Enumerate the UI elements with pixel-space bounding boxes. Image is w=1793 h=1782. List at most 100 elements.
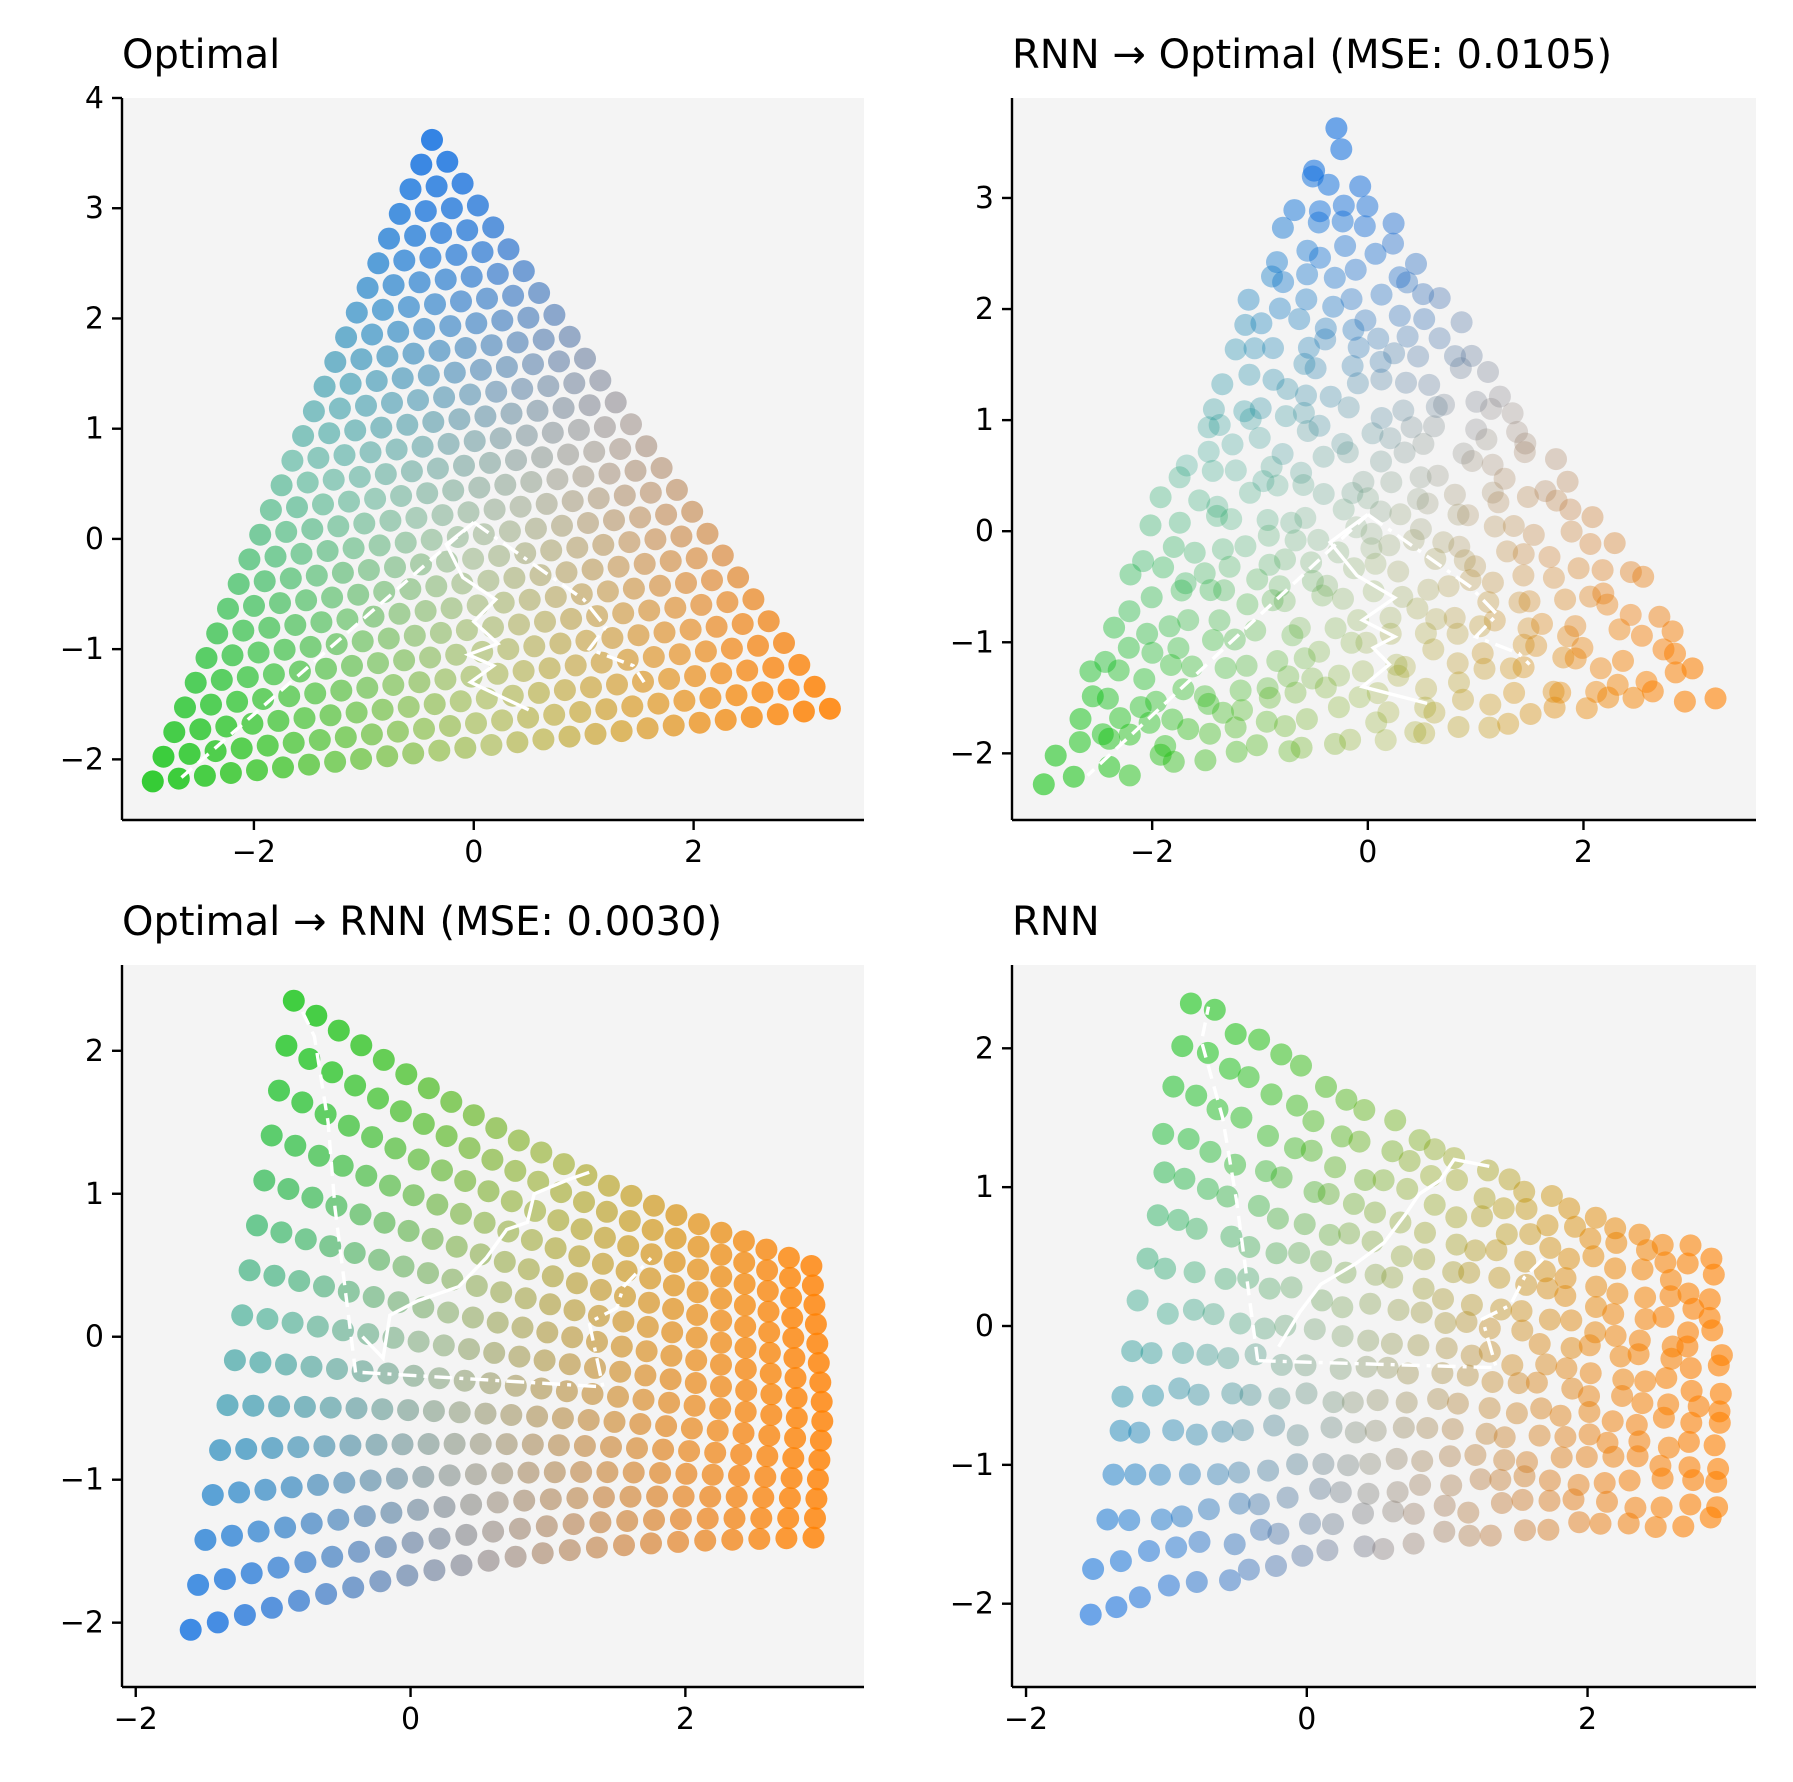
scatter-point xyxy=(458,1137,481,1160)
scatter-point xyxy=(1493,467,1516,490)
scatter-point xyxy=(1681,657,1704,680)
scatter-point xyxy=(1224,1023,1247,1045)
scatter-point xyxy=(1584,1206,1607,1229)
scatter-point xyxy=(1237,1267,1260,1290)
scatter-point xyxy=(407,1148,430,1171)
scatter-point xyxy=(655,503,678,526)
scatter-point xyxy=(1296,420,1319,442)
scatter-point xyxy=(1514,432,1537,455)
scatter-point xyxy=(1342,1192,1365,1215)
scatter-point xyxy=(1612,1368,1635,1391)
scatter-point xyxy=(1246,568,1269,591)
scatter-point xyxy=(1458,1524,1481,1547)
scatter-point xyxy=(275,1353,297,1376)
scatter-point xyxy=(1258,553,1281,576)
scatter-point xyxy=(219,762,242,784)
scatter-point xyxy=(1224,716,1247,739)
scatter-point xyxy=(1262,337,1284,360)
scatter-point xyxy=(1703,1434,1726,1457)
scatter-point xyxy=(1388,304,1411,327)
scatter-point xyxy=(1082,1558,1105,1580)
scatter-point xyxy=(243,594,265,617)
scatter-point xyxy=(1301,667,1324,690)
scatter-point xyxy=(357,1323,380,1346)
scatter-point xyxy=(201,1484,224,1506)
scatter-point xyxy=(360,723,383,746)
scatter-point xyxy=(1448,671,1470,694)
scatter-point xyxy=(337,1280,360,1303)
scatter-point xyxy=(687,1213,710,1236)
scatter-point xyxy=(337,1114,360,1137)
scatter-point xyxy=(1427,1388,1450,1410)
scatter-point xyxy=(1162,1075,1185,1098)
scatter-point xyxy=(1359,1292,1382,1315)
y-tick-label: −2 xyxy=(950,1587,994,1622)
scatter-point xyxy=(566,1487,589,1510)
scatter-point xyxy=(1561,1377,1584,1400)
scatter-point xyxy=(421,128,443,151)
scatter-point xyxy=(1511,1488,1534,1511)
scatter-point xyxy=(1344,1421,1367,1444)
scatter-point xyxy=(1538,1489,1561,1512)
scatter-point xyxy=(491,709,514,732)
scatter-point xyxy=(688,711,711,734)
scatter-point xyxy=(1224,1153,1247,1176)
scatter-point xyxy=(227,573,250,595)
scatter-point xyxy=(782,1447,805,1470)
scatter-point xyxy=(1370,368,1393,391)
scatter-point xyxy=(440,597,463,620)
scatter-point xyxy=(1407,1334,1430,1357)
scatter-point xyxy=(1032,773,1055,796)
scatter-point xyxy=(1554,1285,1577,1307)
scatter-point xyxy=(1372,1538,1395,1560)
scatter-point xyxy=(716,591,739,614)
scatter-point xyxy=(1168,1377,1191,1400)
axes: −2 0 2 −2 −1 0 1 2 xyxy=(950,965,1756,1737)
scatter-point xyxy=(1554,1426,1577,1448)
scatter-point xyxy=(655,1415,678,1438)
scatter-point xyxy=(600,1436,622,1458)
scatter-point xyxy=(275,1034,298,1057)
scatter-point xyxy=(477,1180,500,1203)
scatter-point xyxy=(544,1237,567,1260)
scatter-point xyxy=(1211,538,1234,561)
scatter-point xyxy=(1477,591,1500,614)
scatter-point xyxy=(295,589,318,612)
scatter-point xyxy=(280,1476,303,1499)
scatter-point xyxy=(1388,266,1411,289)
scatter-point xyxy=(423,1559,446,1582)
scatter-point xyxy=(504,1545,527,1568)
scatter-point xyxy=(636,1315,659,1338)
scatter-point xyxy=(485,1117,508,1140)
scatter-point xyxy=(301,518,324,541)
scatter-point xyxy=(696,1507,719,1530)
trajectory-solid xyxy=(1327,513,1428,706)
scatter-point xyxy=(1196,1177,1219,1200)
scatter-point xyxy=(336,608,359,631)
scatter-point xyxy=(1157,1574,1180,1597)
scatter-point xyxy=(1444,345,1466,368)
scatter-point xyxy=(1396,1362,1419,1385)
scatter-point xyxy=(1538,546,1561,568)
scatter-point xyxy=(1162,1419,1185,1442)
scatter-point xyxy=(1707,1354,1730,1377)
scatter-point xyxy=(1672,1515,1695,1538)
scatter-point xyxy=(386,1467,408,1490)
scatter-point xyxy=(1158,615,1181,638)
scatter-point xyxy=(1253,1317,1276,1340)
scatter-point xyxy=(1433,1494,1456,1517)
scatter-point xyxy=(1362,580,1385,603)
scatter-point xyxy=(1140,586,1163,609)
scatter-point xyxy=(613,1534,635,1557)
scatter-point xyxy=(1395,371,1417,394)
scatter-point xyxy=(1605,1231,1628,1254)
scatter-point xyxy=(583,440,606,463)
scatter-point xyxy=(1310,1250,1333,1273)
scatter-point xyxy=(684,665,707,688)
scatter-point xyxy=(1202,629,1224,651)
scatter-point xyxy=(1636,1239,1658,1262)
scatter-point xyxy=(1341,1391,1364,1414)
scatter-point xyxy=(662,714,685,737)
scatter-point xyxy=(1480,397,1502,420)
scatter-point xyxy=(206,622,229,645)
